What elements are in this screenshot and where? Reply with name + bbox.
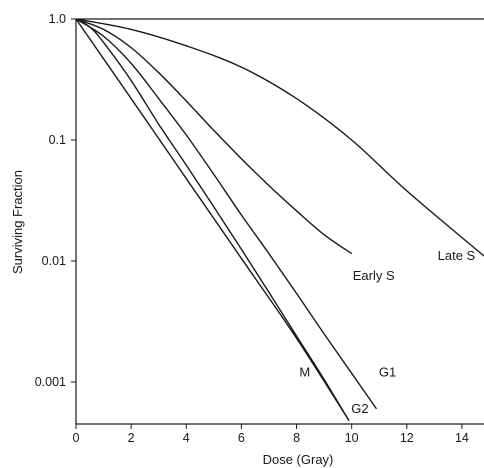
- curve-m: [75, 18, 350, 421]
- curve-label-g1: G1: [379, 364, 396, 379]
- y-tick-label: 0.001: [35, 375, 66, 389]
- curve-g2: [75, 18, 350, 421]
- curve-label-early-s: Early S: [353, 268, 395, 283]
- y-tick-label: 0.01: [42, 254, 66, 268]
- x-axis-title: Dose (Gray): [263, 452, 334, 467]
- x-tick-label: 10: [345, 431, 359, 445]
- plot-frame: [75, 18, 484, 425]
- y-tick-label: 1.0: [49, 12, 66, 26]
- x-tick-label: 4: [183, 431, 190, 445]
- y-tick-label: 0.1: [49, 133, 66, 147]
- x-tick-label: 6: [238, 431, 245, 445]
- curve-labels: M G2 G1 Early S Late S: [299, 248, 475, 416]
- x-tick-label: 0: [73, 431, 80, 445]
- x-tick-label: 8: [293, 431, 300, 445]
- curve-label-late-s: Late S: [438, 248, 476, 263]
- x-ticks: 0 2 4 6 8 10 12 14: [73, 424, 469, 445]
- x-tick-label: 14: [455, 431, 469, 445]
- y-ticks: 1.0 0.1 0.01 0.001: [35, 12, 76, 389]
- x-tick-label: 12: [400, 431, 414, 445]
- curve-late-s: [75, 18, 484, 257]
- curve-label-m: M: [299, 364, 310, 379]
- curve-label-g2: G2: [351, 401, 368, 416]
- x-tick-label: 2: [128, 431, 135, 445]
- y-axis-title: Surviving Fraction: [10, 170, 25, 274]
- curve-early-s: [75, 18, 353, 255]
- survival-curves: [75, 18, 484, 421]
- curve-g1: [75, 18, 378, 410]
